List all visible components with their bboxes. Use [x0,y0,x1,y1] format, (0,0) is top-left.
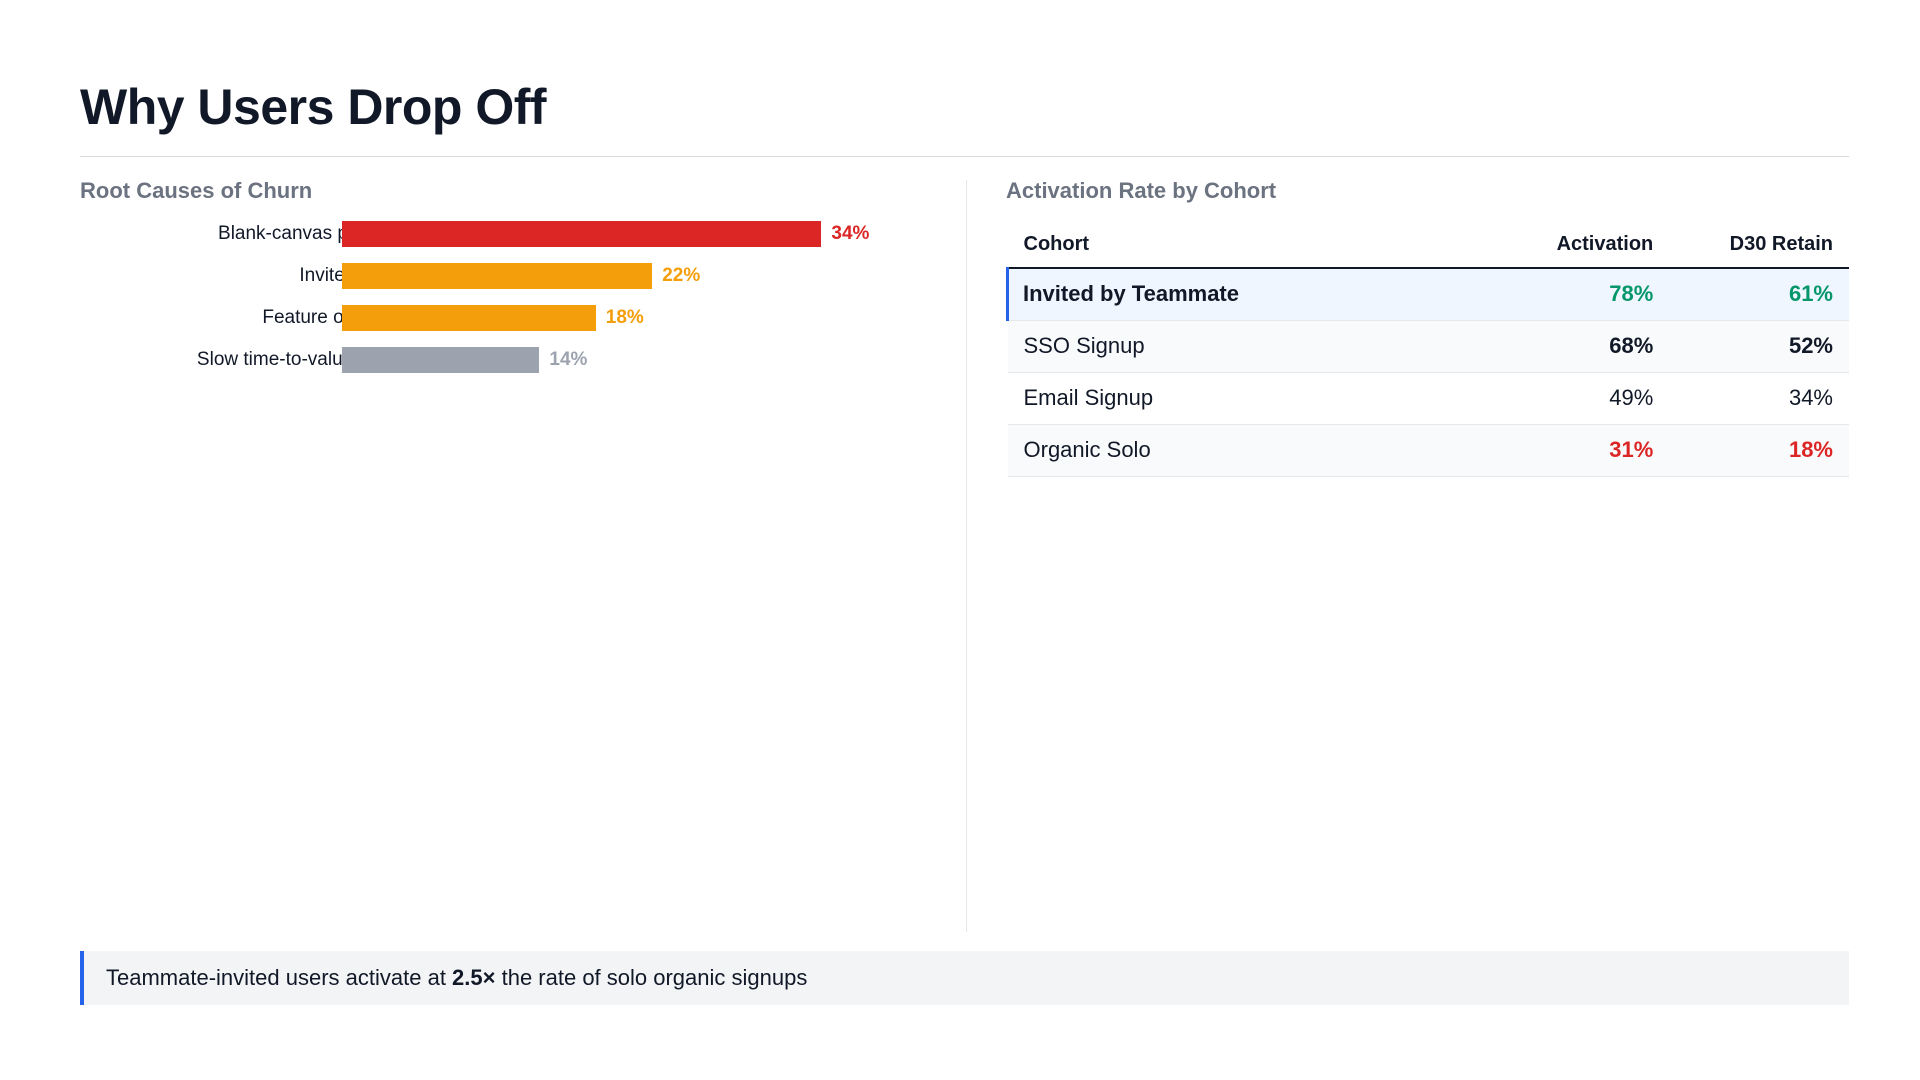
retain-cell: 52% [1669,320,1849,373]
bar-row: Blank-canvas problem 34% [80,221,940,247]
insight-callout: Teammate-invited users activate at 2.5× … [80,951,1849,1005]
page-title: Why Users Drop Off [80,79,547,135]
activation-cell: 31% [1446,424,1670,477]
retain-cell: 34% [1669,372,1849,425]
chart-title: Root Causes of Churn [80,178,313,203]
title-divider [80,156,1849,157]
bar [342,263,653,289]
cohort-cell: Email Signup [1007,372,1447,425]
table-row: Invited by Teammate 78% 61% [1005,268,1849,321]
column-header-retain: D30 Retain [1669,222,1849,269]
activation-cell: 49% [1446,372,1670,425]
callout-text-prefix: Teammate-invited users activate at [106,965,453,990]
callout-emphasis: 2.5× [452,965,496,990]
bar [342,347,540,373]
table-row: Organic Solo 31% 18% [1007,424,1849,477]
table-header-row: Cohort Activation D30 Retain [1007,222,1849,269]
bar-row: Invite friction 22% [80,263,940,289]
activation-cell: 78% [1446,268,1670,321]
column-header-cohort: Cohort [1007,222,1447,269]
bar-value-label: 34% [831,223,870,244]
table-row: Email Signup 49% 34% [1007,372,1849,425]
retain-cell: 18% [1669,424,1849,477]
bar-row: Slow time-to-value (solo) 14% [80,347,940,373]
column-header-activation: Activation [1446,222,1670,269]
churn-bar-chart: Blank-canvas problem 34% Invite friction… [80,218,940,388]
cohort-table: Cohort Activation D30 Retain Invited by … [1005,222,1849,477]
bar-value-label: 22% [662,265,701,286]
bar-row: Feature overload 18% [80,305,940,331]
bar-value-label: 14% [549,349,588,370]
activation-cell: 68% [1446,320,1670,373]
bar [342,221,822,247]
column-divider [966,180,967,932]
cohort-cell: Organic Solo [1007,424,1447,477]
bar [342,305,596,331]
callout-text-suffix: the rate of solo organic signups [495,965,808,990]
retain-cell: 61% [1669,268,1849,321]
cohort-cell: SSO Signup [1007,320,1447,373]
table-row: SSO Signup 68% 52% [1007,320,1849,373]
table-title: Activation Rate by Cohort [1006,178,1277,203]
bar-value-label: 18% [605,307,644,328]
cohort-cell: Invited by Teammate [1005,268,1447,321]
